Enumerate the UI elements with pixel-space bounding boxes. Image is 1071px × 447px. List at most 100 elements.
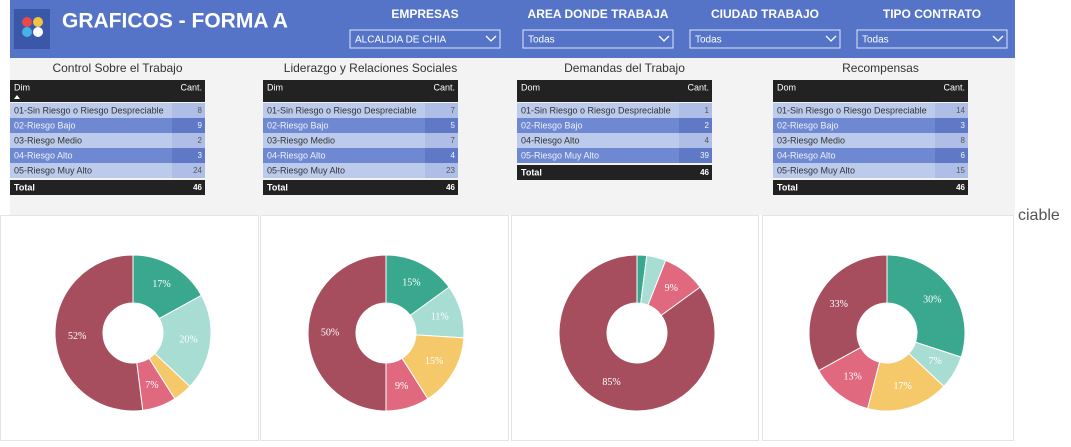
row-label: 03-Riesgo Medio xyxy=(777,135,845,145)
column-header: Cant. xyxy=(943,82,965,92)
dropdown[interactable] xyxy=(689,29,841,49)
table-header xyxy=(773,80,968,102)
row-label: 04-Riesgo Alto xyxy=(777,150,836,160)
data-label: 33% xyxy=(830,299,848,310)
table-cell xyxy=(172,163,205,178)
row-label: 04-Riesgo Alto xyxy=(521,135,580,145)
logo-dot xyxy=(33,27,43,37)
table-cell xyxy=(172,148,205,163)
total-value: 46 xyxy=(700,168,709,177)
dropdown[interactable] xyxy=(349,29,501,49)
row-value: 4 xyxy=(451,151,456,160)
dropdown-chevron xyxy=(825,35,837,42)
total-label: Total xyxy=(267,182,288,192)
table-cell xyxy=(172,118,205,133)
total-label: Total xyxy=(777,182,798,192)
data-label: 13% xyxy=(844,372,862,383)
table-title: Demandas del Trabajo xyxy=(564,61,685,75)
table-row xyxy=(263,118,425,133)
column-header: Cant. xyxy=(687,82,709,92)
row-label: 01-Sin Riesgo o Riesgo Despreciable xyxy=(267,105,417,115)
row-value: 5 xyxy=(451,121,456,130)
total-label: Total xyxy=(521,167,542,177)
table-cell xyxy=(935,163,968,178)
table-cell xyxy=(425,103,458,118)
data-label: 30% xyxy=(923,294,941,305)
logo-dot xyxy=(22,17,32,27)
table-cell xyxy=(679,103,712,118)
row-value: 3 xyxy=(961,121,966,130)
logo-dot xyxy=(22,27,32,37)
table-row xyxy=(10,118,172,133)
dropdown-value: Todas xyxy=(862,35,889,46)
table-row xyxy=(517,148,679,163)
row-label: 03-Riesgo Medio xyxy=(14,135,82,145)
data-label: 9% xyxy=(395,381,408,392)
dropdown-value: Todas xyxy=(528,35,555,46)
row-label: 02-Riesgo Bajo xyxy=(521,120,583,130)
filter-label: AREA DONDE TRABAJA xyxy=(528,7,669,21)
dropdown-value: Todas xyxy=(695,35,722,46)
row-value: 4 xyxy=(705,136,710,145)
dropdown[interactable] xyxy=(856,29,1008,49)
page-title: GRAFICOS - FORMA A xyxy=(62,10,288,33)
donut-slice xyxy=(558,254,716,412)
row-value: 7 xyxy=(451,106,456,115)
row-label: 05-Riesgo Muy Alto xyxy=(267,165,345,175)
row-value: 1 xyxy=(705,106,710,115)
logo-dot xyxy=(33,17,43,27)
row-value: 3 xyxy=(198,151,203,160)
table-row xyxy=(773,163,935,178)
table-row xyxy=(10,133,172,148)
row-label: 05-Riesgo Muy Alto xyxy=(777,165,855,175)
data-label: 15% xyxy=(425,356,443,367)
dropdown-chevron xyxy=(658,35,670,42)
data-label: 50% xyxy=(321,327,339,338)
table-row xyxy=(263,163,425,178)
row-value: 14 xyxy=(956,106,965,115)
column-header: Dim xyxy=(14,82,30,92)
row-value: 2 xyxy=(198,136,203,145)
column-header: Dom xyxy=(777,82,796,92)
table-cell xyxy=(679,118,712,133)
table-header xyxy=(263,80,458,102)
row-label: 01-Sin Riesgo o Riesgo Despreciable xyxy=(521,105,671,115)
table-cell xyxy=(935,118,968,133)
chart-panel xyxy=(260,215,509,441)
table-title: Liderazgo y Relaciones Sociales xyxy=(284,61,457,75)
total-value: 46 xyxy=(956,183,965,192)
row-value: 39 xyxy=(700,151,709,160)
table-cell xyxy=(425,118,458,133)
filter-label: EMPRESAS xyxy=(391,7,458,21)
filter-label: TIPO CONTRATO xyxy=(883,7,981,21)
dropdown[interactable] xyxy=(522,29,674,49)
table-row xyxy=(773,133,935,148)
table-row xyxy=(263,148,425,163)
total-value: 46 xyxy=(446,183,455,192)
row-value: 8 xyxy=(961,136,966,145)
donut-slice xyxy=(886,254,966,358)
header-bar xyxy=(10,0,1015,58)
table-header xyxy=(517,80,712,102)
row-value: 15 xyxy=(956,166,965,175)
donut-slice xyxy=(808,254,888,372)
table-total xyxy=(263,180,458,195)
table-cell xyxy=(172,133,205,148)
column-header: Dom xyxy=(521,82,540,92)
table-row xyxy=(517,133,679,148)
data-label: 9% xyxy=(665,283,678,294)
total-label: Total xyxy=(14,182,35,192)
row-label: 02-Riesgo Bajo xyxy=(14,120,76,130)
data-label: 52% xyxy=(68,331,86,342)
table-cell xyxy=(425,148,458,163)
data-label: 17% xyxy=(152,279,170,290)
table-row xyxy=(773,103,935,118)
table-total xyxy=(517,165,712,180)
filter-label: CIUDAD TRABAJO xyxy=(711,7,819,21)
table-title: Recompensas xyxy=(842,61,919,75)
table-row xyxy=(263,103,425,118)
row-label: 04-Riesgo Alto xyxy=(267,150,326,160)
side-text: ciable xyxy=(1018,207,1060,224)
table-row xyxy=(263,133,425,148)
table-row xyxy=(10,148,172,163)
